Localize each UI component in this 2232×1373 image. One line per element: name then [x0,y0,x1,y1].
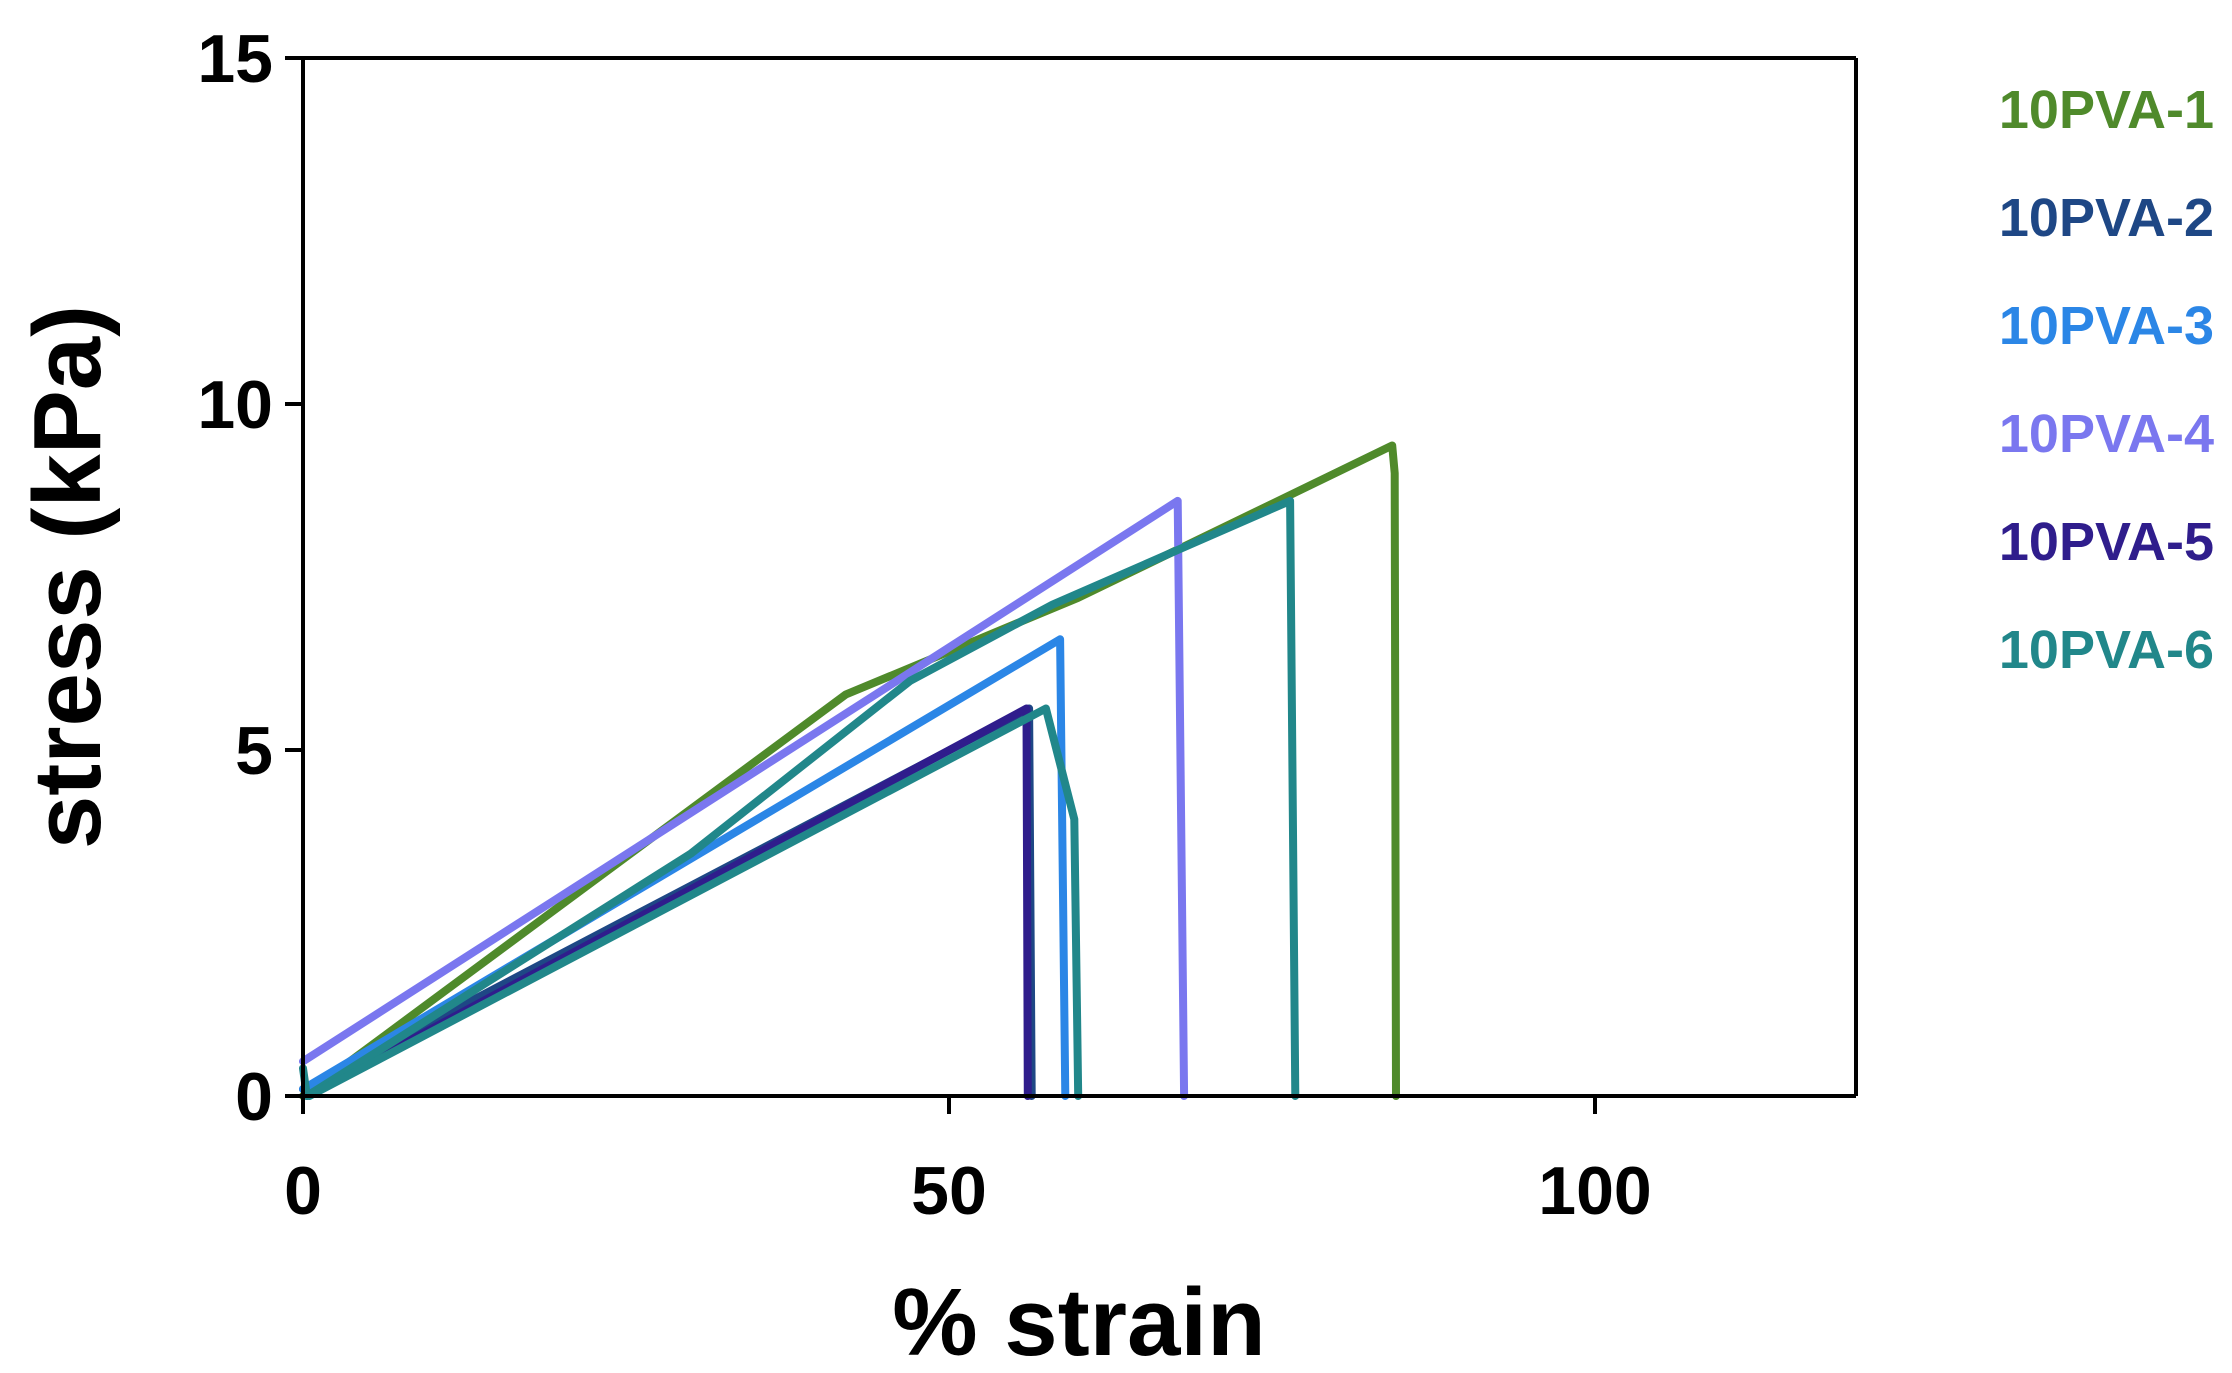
legend-entry: 10PVA-5 [1999,512,2214,572]
legend-entry: 10PVA-4 [1999,404,2214,464]
legend-entry: 10PVA-1 [1999,80,2214,140]
legend-entry: 10PVA-6 [1999,620,2214,680]
y-axis-title: stress (kPa) [14,305,121,849]
series-line-4 [299,496,1189,1100]
x-axis-title: % strain [892,1269,1265,1373]
y-tick-label: 5 [235,713,273,789]
series-line-7 [305,704,1083,1100]
series-layer [299,441,1400,1100]
legend: 10PVA-1 10PVA-2 10PVA-3 10PVA-4 10PVA-5 10PVA… [1999,80,2214,680]
ticks-layer: 0 50 100 0 5 10 15 [197,21,1651,1229]
legend-entry: 10PVA-2 [1999,188,2214,248]
y-tick-label: 10 [197,367,273,443]
legend-entry: 10PVA-3 [1999,296,2214,356]
y-tick-label: 15 [197,21,273,97]
x-tick-label: 50 [911,1153,987,1229]
x-tick-label: 0 [284,1153,322,1229]
y-tick-label: 0 [235,1059,273,1135]
x-tick-label: 100 [1538,1153,1651,1229]
